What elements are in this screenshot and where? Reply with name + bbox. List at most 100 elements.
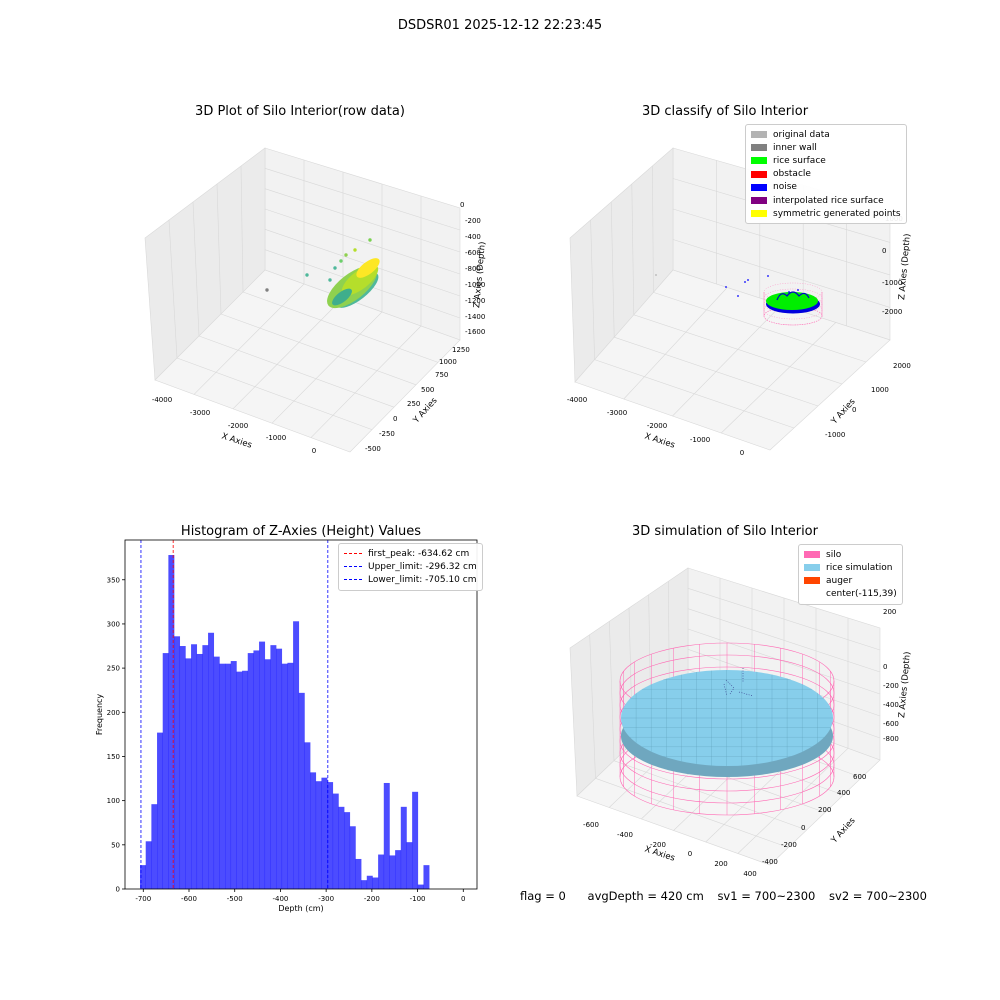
y-tick-label: 1000 <box>439 358 457 366</box>
grid-line <box>198 335 395 408</box>
histogram-bar <box>168 555 175 889</box>
x-tick-label: -400 <box>617 831 633 839</box>
grid-line <box>271 311 383 424</box>
x-tick-label: -2000 <box>228 422 248 430</box>
histogram-bar <box>276 648 283 889</box>
x-tick-label: 0 <box>312 447 316 455</box>
grid-line <box>590 219 595 360</box>
legend-label: first_peak: -634.62 cm <box>368 548 470 559</box>
z-tick-label: -2000 <box>882 308 902 316</box>
grid-line <box>609 621 615 761</box>
z-tick-label: -200 <box>465 217 481 225</box>
legend-label: original data <box>773 129 830 140</box>
histogram-bar <box>242 670 249 889</box>
legend-item: silo <box>804 548 897 561</box>
classify-legend: original data inner wall rice surface obsta… <box>745 124 907 225</box>
data-point <box>265 288 269 292</box>
legend-item: noise <box>751 181 901 194</box>
z-tick-label: -1200 <box>465 297 485 305</box>
grid-line <box>672 208 891 276</box>
simulation-legend: silo rice simulation auger center(-115,39) <box>798 544 903 605</box>
legend-label: inner wall <box>773 142 817 153</box>
y-tick-label: -500 <box>365 445 381 453</box>
histogram-bar <box>417 884 424 889</box>
x-tick-label: -3000 <box>190 409 210 417</box>
x-tick-label: -1000 <box>266 434 286 442</box>
histogram-bar <box>253 650 260 889</box>
grid-line <box>264 168 461 231</box>
legend-swatch <box>804 591 820 598</box>
y-tick-label: 200 <box>107 709 120 717</box>
x-tick-label: -600 <box>181 895 197 903</box>
histogram-bar <box>225 663 232 889</box>
floor-pane <box>154 269 461 453</box>
legend-label: center(-115,39) <box>826 589 897 600</box>
y-tick-label: 2000 <box>893 362 911 370</box>
legend-item: rice simulation <box>804 561 897 574</box>
legend-line <box>344 566 362 568</box>
grid-line <box>687 588 881 651</box>
y-tick-label: 0 <box>801 824 805 832</box>
x-axis-label: Depth (cm) <box>278 904 323 913</box>
figure-title: DSDSR01 2025-12-12 22:23:45 <box>397 18 603 33</box>
grid-line <box>264 208 461 275</box>
x-tick-label: -100 <box>410 895 426 903</box>
z-tick-label: -200 <box>883 682 899 690</box>
x-tick-label: 0 <box>461 895 465 903</box>
histogram-bar <box>174 636 181 889</box>
grid-line <box>310 325 422 438</box>
grid-line <box>672 304 782 417</box>
histogram-chart[interactable]: -700 -600 -500 -400 -300 -200 -100 0 0 50 100 150 20… <box>80 530 490 920</box>
z-tick-label: -400 <box>883 701 899 709</box>
grid-line <box>687 608 881 673</box>
histogram-bar <box>185 658 192 889</box>
y-tick-label: 1250 <box>452 346 470 354</box>
y-tick-label: -400 <box>762 858 778 866</box>
legend-swatch <box>751 157 767 165</box>
histogram-bar <box>145 841 152 889</box>
histogram-bar <box>202 645 209 889</box>
z-tick-label: -400 <box>465 233 481 241</box>
x-tick-label: -500 <box>227 895 243 903</box>
classify-3d-plot[interactable]: -4000-3000-2000-10000-100001000200010000… <box>555 130 915 470</box>
x-tick-label: -3000 <box>607 409 627 417</box>
rice-surface <box>766 292 818 310</box>
histogram-bar <box>304 742 311 889</box>
histogram-bar <box>151 804 158 889</box>
histogram-bar <box>412 791 419 889</box>
grid-line <box>623 287 728 400</box>
legend-swatch <box>751 183 767 191</box>
y-tick-label: 300 <box>107 620 120 628</box>
legend-item: first_peak: -634.62 cm <box>344 547 477 560</box>
avg-depth-text: avgDepth = 420 cm <box>587 889 704 903</box>
histogram-bar <box>372 877 379 889</box>
simulation-3d-plot[interactable]: -600-400-2000200400-400-2000200400600200… <box>555 550 915 880</box>
data-point <box>737 295 739 297</box>
grid-line <box>652 165 654 293</box>
histogram-bar <box>157 732 164 889</box>
grid-line <box>168 219 178 359</box>
data-point <box>305 273 309 277</box>
legend-item: auger <box>804 574 897 587</box>
grid-line <box>610 201 615 338</box>
x-tick-label: -4000 <box>567 396 587 404</box>
grid-line <box>264 229 461 297</box>
histogram-bar <box>213 656 220 889</box>
cloud-top <box>356 258 380 278</box>
legend-label: obstacle <box>773 169 811 180</box>
y-tick-label: -1000 <box>825 431 845 439</box>
z-tick-label: 200 <box>883 608 896 616</box>
y-axis-label: Y Axies <box>829 815 858 846</box>
histogram-bar <box>321 777 328 889</box>
x-tick-label: -200 <box>364 895 380 903</box>
histogram-legend: first_peak: -634.62 cm Upper_limit: -296.… <box>338 543 483 591</box>
y-axis-label: Frequency <box>95 694 104 736</box>
histogram-bar <box>395 850 402 889</box>
y-tick-label: 50 <box>111 841 120 849</box>
histogram-bar <box>361 880 368 889</box>
x-tick-label: -4000 <box>152 396 172 404</box>
histogram-bar <box>349 826 356 889</box>
legend-swatch <box>751 197 767 205</box>
legend-label: rice surface <box>773 155 826 166</box>
